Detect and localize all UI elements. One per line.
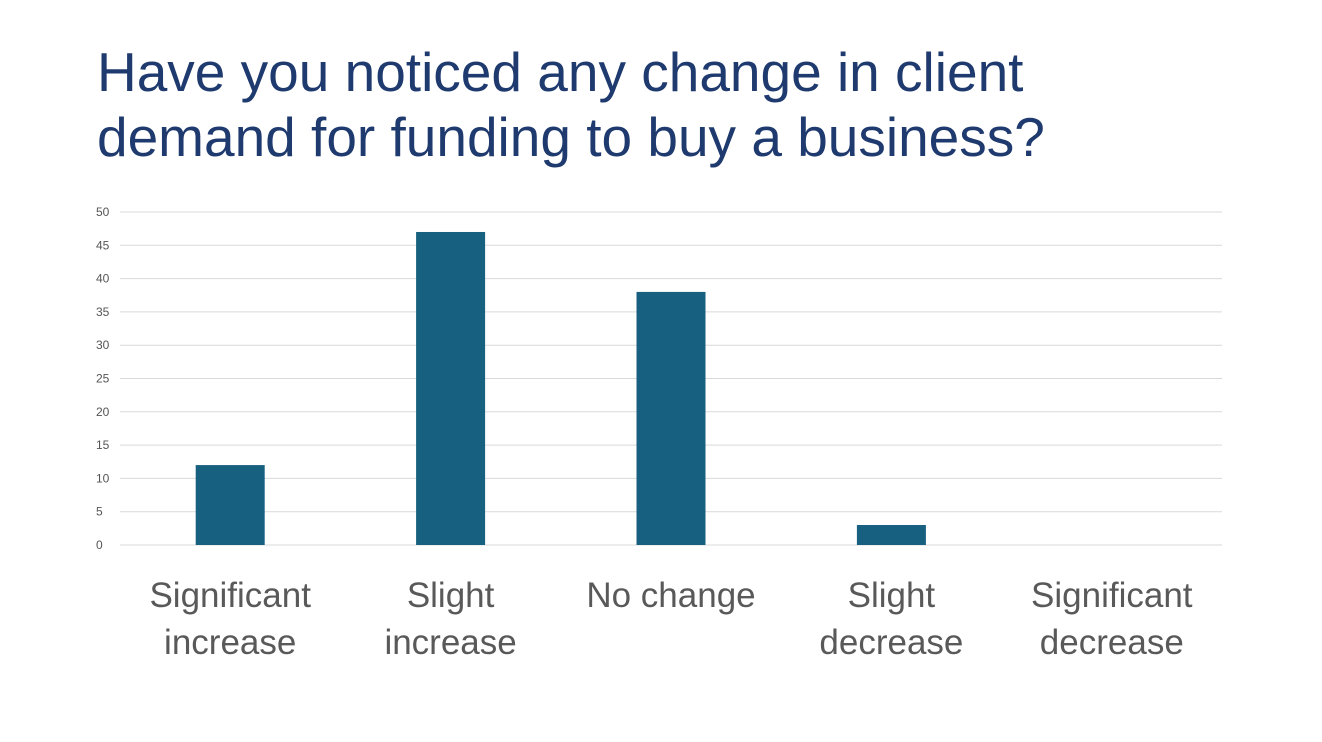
- bar: [636, 291, 706, 545]
- y-tick-label: 40: [96, 272, 110, 286]
- y-tick-label: 5: [96, 505, 103, 519]
- y-tick-label: 0: [96, 538, 103, 552]
- x-tick-label-line: decrease: [819, 623, 963, 662]
- x-tick-label-line: Significant: [149, 576, 311, 615]
- x-tick-label-line: increase: [164, 623, 296, 662]
- y-tick-label: 50: [96, 205, 110, 219]
- y-tick-label: 10: [96, 471, 110, 485]
- x-tick-label: Slight decrease: [819, 576, 963, 662]
- x-tick-label-line: increase: [384, 623, 516, 662]
- bar: [195, 465, 265, 545]
- x-tick-label: Slight increase: [384, 576, 516, 662]
- x-tick-label: Significant decrease: [1031, 576, 1193, 662]
- chart-title: Have you noticed any change in client de…: [97, 41, 1045, 168]
- x-tick-label: No change: [586, 576, 755, 615]
- x-tick-label: Significant increase: [149, 576, 311, 662]
- y-tick-label: 20: [96, 405, 110, 419]
- x-tick-label-line: decrease: [1040, 623, 1184, 662]
- bar: [416, 231, 486, 546]
- x-tick-label-line: Significant: [1031, 576, 1193, 615]
- y-tick-label: 45: [96, 238, 110, 252]
- x-tick-label-line: Slight: [848, 576, 936, 615]
- x-tick-label-line: Slight: [407, 576, 495, 615]
- y-tick-label: 25: [96, 372, 110, 386]
- bar: [856, 525, 926, 545]
- y-tick-label: 35: [96, 305, 110, 319]
- y-tick-label: 30: [96, 338, 110, 352]
- x-tick-label-line: No change: [586, 576, 755, 615]
- y-tick-label: 15: [96, 438, 110, 452]
